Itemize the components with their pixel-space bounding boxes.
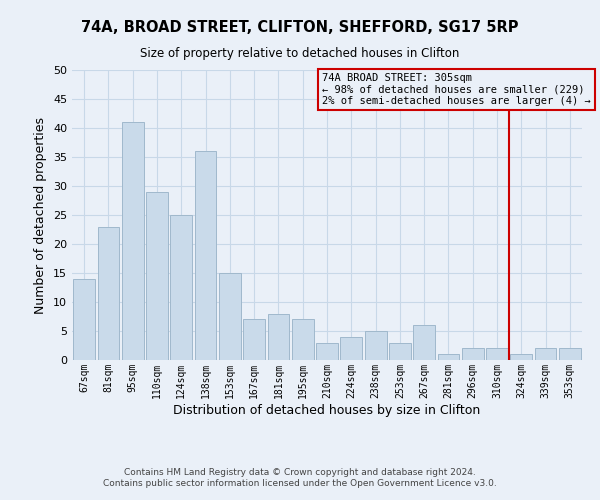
Bar: [462, 348, 484, 360]
Bar: [219, 273, 241, 360]
Bar: [268, 314, 289, 360]
Bar: [122, 122, 143, 360]
Text: Size of property relative to detached houses in Clifton: Size of property relative to detached ho…: [140, 48, 460, 60]
Bar: [437, 354, 460, 360]
Text: Contains HM Land Registry data © Crown copyright and database right 2024.
Contai: Contains HM Land Registry data © Crown c…: [103, 468, 497, 487]
Bar: [316, 342, 338, 360]
Bar: [97, 226, 119, 360]
Y-axis label: Number of detached properties: Number of detached properties: [34, 116, 47, 314]
Bar: [389, 342, 411, 360]
Bar: [194, 151, 217, 360]
Bar: [146, 192, 168, 360]
Bar: [73, 279, 95, 360]
Bar: [535, 348, 556, 360]
Text: 74A BROAD STREET: 305sqm
← 98% of detached houses are smaller (229)
2% of semi-d: 74A BROAD STREET: 305sqm ← 98% of detach…: [322, 73, 591, 106]
X-axis label: Distribution of detached houses by size in Clifton: Distribution of detached houses by size …: [173, 404, 481, 416]
Bar: [413, 325, 435, 360]
Bar: [511, 354, 532, 360]
Bar: [559, 348, 581, 360]
Text: 74A, BROAD STREET, CLIFTON, SHEFFORD, SG17 5RP: 74A, BROAD STREET, CLIFTON, SHEFFORD, SG…: [81, 20, 519, 35]
Bar: [365, 331, 386, 360]
Bar: [340, 337, 362, 360]
Bar: [243, 320, 265, 360]
Bar: [292, 320, 314, 360]
Bar: [170, 215, 192, 360]
Bar: [486, 348, 508, 360]
